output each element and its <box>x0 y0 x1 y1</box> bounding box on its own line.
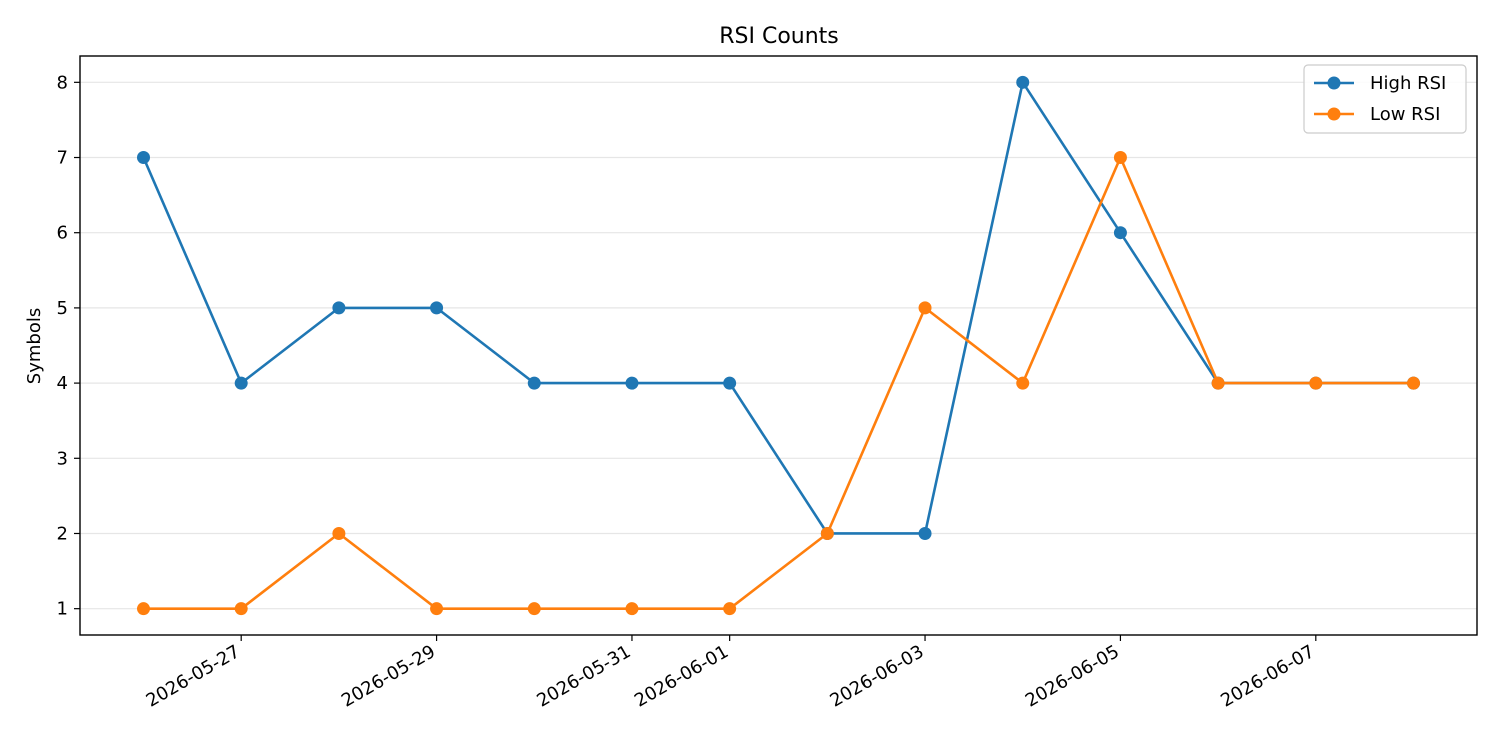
data-point <box>723 602 737 616</box>
y-tick-label: 8 <box>57 72 68 93</box>
legend-label: Low RSI <box>1370 104 1440 125</box>
data-point <box>1113 226 1127 240</box>
legend-label: High RSI <box>1370 73 1446 94</box>
data-point <box>1016 376 1030 390</box>
series-line-high-rsi <box>142 81 1414 535</box>
x-tick-label: 2026-06-07 <box>1217 641 1318 711</box>
x-tick-label: 2026-06-01 <box>631 641 732 711</box>
y-tick-label: 5 <box>57 298 68 319</box>
series-line-low-rsi <box>143 156 1414 610</box>
data-point <box>1211 376 1225 390</box>
x-tick-label: 2026-05-27 <box>143 641 244 711</box>
y-tick-label: 7 <box>57 148 68 169</box>
data-point <box>625 376 639 390</box>
data-point <box>234 602 248 616</box>
x-tick-label: 2026-05-31 <box>533 641 634 711</box>
chart-title: RSI Counts <box>719 24 839 49</box>
y-tick-label: 3 <box>57 448 68 469</box>
data-point <box>430 602 444 616</box>
data-point <box>625 602 639 616</box>
data-point <box>332 301 346 315</box>
data-point <box>1407 376 1420 390</box>
data-point <box>137 602 150 616</box>
data-point <box>918 301 932 315</box>
plot-frame <box>79 55 1478 636</box>
legend-marker <box>1327 76 1341 90</box>
data-point <box>820 526 834 540</box>
x-tick-label: 2026-05-29 <box>338 641 439 711</box>
data-point <box>1309 376 1323 390</box>
x-tick-label: 2026-06-03 <box>826 641 927 711</box>
y-tick-label: 2 <box>57 523 68 544</box>
data-point <box>527 376 541 390</box>
data-point <box>137 151 150 165</box>
legend-marker <box>1327 107 1341 121</box>
y-tick-label: 1 <box>57 599 68 620</box>
data-point <box>723 376 737 390</box>
y-tick-label: 6 <box>57 223 68 244</box>
data-point <box>1113 151 1127 165</box>
y-axis-label: Symbols <box>24 308 45 384</box>
y-tick-label: 4 <box>57 373 68 394</box>
data-point <box>1016 75 1030 89</box>
data-point <box>234 376 248 390</box>
data-point <box>332 526 346 540</box>
data-point <box>430 301 444 315</box>
data-point <box>918 526 932 540</box>
data-point <box>527 602 541 616</box>
x-tick-label: 2026-06-05 <box>1022 641 1123 711</box>
